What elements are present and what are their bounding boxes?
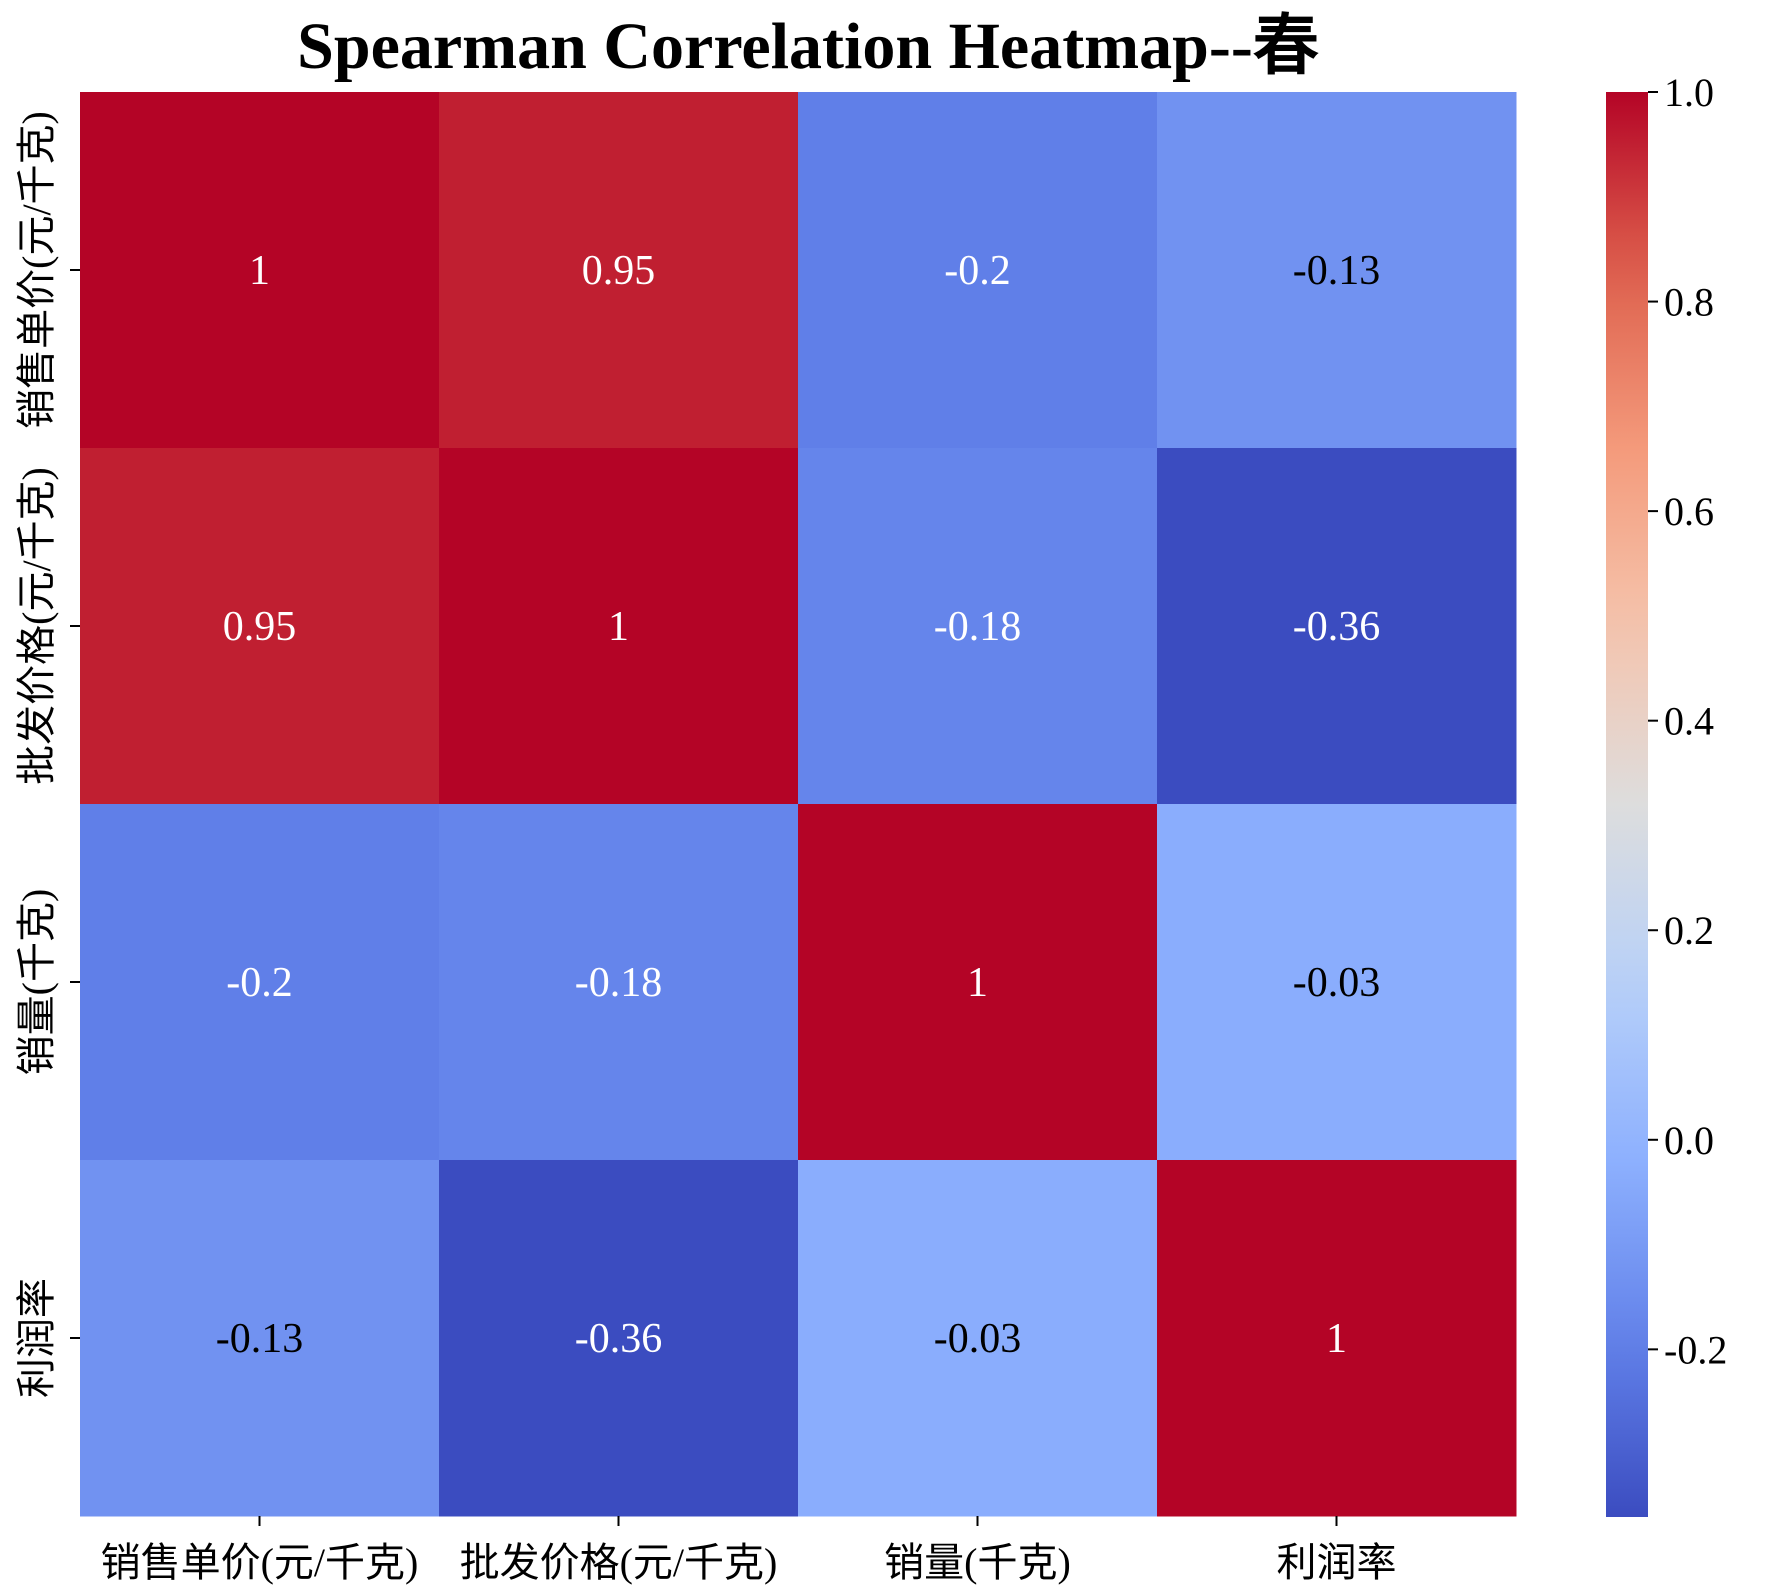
heatmap-cell-r2-c2 (798, 804, 1158, 1161)
y-tick-label-3: 利润率 (14, 1278, 59, 1398)
colorbar-gradient (1606, 92, 1648, 1517)
heatmap-cell-r1-c3 (1157, 448, 1517, 805)
cell-annotation-r1-c2: -0.18 (934, 604, 1022, 650)
x-tick-label-1: 批发价格(元/千克) (460, 1540, 778, 1585)
heatmap-cell-r0-c2 (798, 92, 1158, 449)
colorbar-tick-label-3: 0.4 (1664, 699, 1714, 744)
colorbar-tick-label-2: 0.6 (1664, 489, 1714, 534)
colorbar-tick-label-6: -0.2 (1664, 1327, 1727, 1372)
cell-annotation-r3-c1: -0.36 (575, 1316, 663, 1362)
x-tick-label-2: 销量(千克) (884, 1540, 1071, 1585)
colorbar-tick-label-0: 1.0 (1664, 70, 1714, 115)
cell-annotation-r1-c0: 0.95 (223, 604, 297, 650)
cell-annotation-r2-c0: -0.2 (226, 960, 293, 1006)
x-tick-label-3: 利润率 (1277, 1540, 1397, 1585)
cell-annotation-r3-c2: -0.03 (934, 1316, 1022, 1362)
colorbar-tick-label-5: 0.0 (1664, 1118, 1714, 1163)
heatmap-cell-r2-c3 (1157, 804, 1517, 1161)
colorbar-tick-label-1: 0.8 (1664, 280, 1714, 325)
heatmap-cell-r3-c1 (439, 1160, 799, 1517)
cell-annotation-r2-c1: -0.18 (575, 960, 663, 1006)
heatmap-cell-r1-c2 (798, 448, 1158, 805)
y-tick-label-2: 销量(千克) (14, 889, 59, 1076)
y-axis: 销售单价(元/千克) 批发价格(元/千克) 销量(千克) 利润率 (14, 111, 80, 1398)
heatmap-cell-r1-c0 (80, 448, 440, 805)
heatmap-cell-r0-c3 (1157, 92, 1517, 449)
heatmap-cell-annotations: 1 0.95 -0.2 -0.13 0.95 1 -0.18 -0.36 -0.2 -0.18 1 -… (216, 248, 1381, 1362)
x-tick-label-0: 销售单价(元/千克) (101, 1540, 419, 1585)
heatmap-cell-r0-c1 (439, 92, 799, 449)
cell-annotation-r0-c1: 0.95 (582, 248, 656, 294)
cell-annotation-r0-c3: -0.13 (1293, 248, 1381, 294)
heatmap-cell-r1-c1 (439, 448, 799, 805)
cell-annotation-r0-c0: 1 (249, 248, 270, 294)
cell-annotation-r3-c3: 1 (1326, 1316, 1347, 1362)
heatmap-cell-r2-c1 (439, 804, 799, 1161)
x-axis: 销售单价(元/千克) 批发价格(元/千克) 销量(千克) 利润率 (101, 1516, 1397, 1585)
y-tick-label-1: 批发价格(元/千克) (14, 467, 59, 785)
heatmap-cell-r3-c2 (798, 1160, 1158, 1517)
cell-annotation-r2-c3: -0.03 (1293, 960, 1381, 1006)
cell-annotation-r2-c2: 1 (967, 960, 988, 1006)
chart-title: Spearman Correlation Heatmap--春 (297, 10, 1319, 83)
cell-annotation-r3-c0: -0.13 (216, 1316, 304, 1362)
cell-annotation-r1-c1: 1 (608, 604, 629, 650)
colorbar-tick-label-4: 0.2 (1664, 908, 1714, 953)
heatmap-cell-r3-c0 (80, 1160, 440, 1517)
y-tick-label-0: 销售单价(元/千克) (14, 111, 59, 429)
colorbar: 1.0 0.8 0.6 0.4 0.2 0.0 -0.2 (1606, 70, 1727, 1517)
cell-annotation-r1-c3: -0.36 (1293, 604, 1381, 650)
heatmap-cell-r0-c0 (80, 92, 440, 449)
heatmap-cells (80, 92, 1517, 1517)
cell-annotation-r0-c2: -0.2 (944, 248, 1011, 294)
heatmap-cell-r2-c0 (80, 804, 440, 1161)
heatmap-cell-r3-c3 (1157, 1160, 1517, 1517)
